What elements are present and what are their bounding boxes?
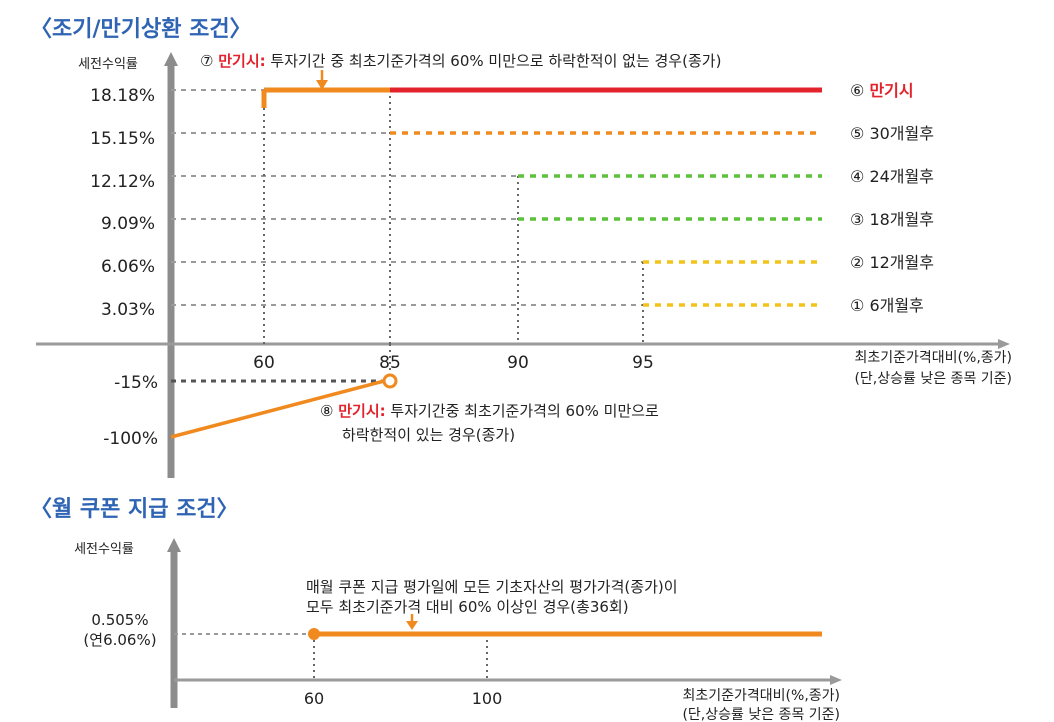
redemption-x-axis-label-2: (단,상승률 낮은 종목 기준)	[854, 371, 1012, 387]
note8-line1: ⑧ 만기시: 투자기간중 최초기준가격의 60% 미만으로	[320, 402, 659, 420]
coupon-y-value: 0.505%	[91, 611, 148, 629]
y-tick-minus-100: -100%	[103, 429, 158, 449]
series-label-2: ② 12개월후	[850, 253, 934, 272]
redemption-heading: 〈조기/만기상환 조건〉	[30, 17, 252, 42]
series-label-6: ⑥ 만기시	[850, 81, 914, 100]
x-tick-85: 85	[379, 353, 401, 373]
redemption-series-labels: ① 6개월후 ② 12개월후 ③ 18개월후 ④ 24개월후 ⑤ 30개월후 ⑥ 만기시	[850, 81, 934, 315]
y-tick-12-12: 12.12%	[90, 172, 155, 192]
redemption-chart: 〈조기/만기상환 조건〉 세전수익률 ⑦ 만기시: 투자기간 중 최초기준가격의…	[30, 17, 1012, 478]
redemption-x-axis-label-1: 최초기준가격대비(%,종가)	[855, 350, 1012, 366]
y-tick-6-06: 6.06%	[101, 257, 155, 277]
x-tick-90: 90	[507, 353, 529, 373]
y-tick-18-18: 18.18%	[90, 86, 155, 106]
note7-pointer-arrow	[316, 80, 328, 90]
coupon-pointer-arrow	[406, 621, 418, 630]
coupon-x-tick-60: 60	[304, 689, 324, 708]
y-tick-3-03: 3.03%	[101, 300, 155, 320]
coupon-x-axis-label-1: 최초기준가격대비(%,종가)	[683, 688, 840, 704]
y-tick-9-09: 9.09%	[101, 214, 155, 234]
series-label-1: ① 6개월후	[850, 296, 924, 315]
coupon-note-line1: 매월 쿠폰 지급 평가일에 모든 기초자산의 평가가격(종가)이	[306, 578, 678, 596]
redemption-y-axis-arrow	[164, 52, 178, 66]
redemption-series-layer	[390, 87, 822, 307]
redemption-x-axis-arrow	[998, 339, 1010, 349]
coupon-note-line2: 모두 최초기준가격 대비 60% 이상인 경우(총36회)	[306, 598, 629, 616]
x-tick-60: 60	[253, 353, 275, 373]
x-tick-95: 95	[632, 353, 654, 373]
coupon-y-axis-arrow	[167, 538, 181, 552]
note8-line2: 하락한적이 있는 경우(종가)	[342, 426, 515, 444]
maturity-knockin-open-point	[382, 373, 398, 389]
redemption-y-axis-label: 세전수익률	[78, 57, 138, 72]
coupon-y-value-annual: (연6.06%)	[83, 631, 156, 649]
coupon-heading: 〈월 쿠폰 지급 조건〉	[30, 497, 239, 522]
coupon-x-tick-100: 100	[472, 689, 503, 708]
maturity-knockin-line	[170, 379, 385, 439]
series-label-3: ③ 18개월후	[850, 210, 934, 229]
series-label-5: ⑤ 30개월후	[850, 124, 934, 143]
coupon-y-axis-label: 세전수익률	[74, 542, 134, 557]
note7: ⑦ 만기시: 투자기간 중 최초기준가격의 60% 미만으로 하락한적이 없는 …	[200, 52, 721, 70]
coupon-series-start-point	[308, 628, 320, 640]
y-tick-minus-15: -15%	[114, 373, 158, 393]
y-tick-15-15: 15.15%	[90, 129, 155, 149]
coupon-x-axis-arrow	[830, 675, 842, 685]
coupon-chart: 〈월 쿠폰 지급 조건〉 세전수익률 0.505% (연6.06%) 매월 쿠폰…	[30, 497, 842, 722]
coupon-x-axis-label-2: (단,상승률 낮은 종목 기준)	[682, 707, 840, 722]
series-label-4: ④ 24개월후	[850, 167, 934, 186]
